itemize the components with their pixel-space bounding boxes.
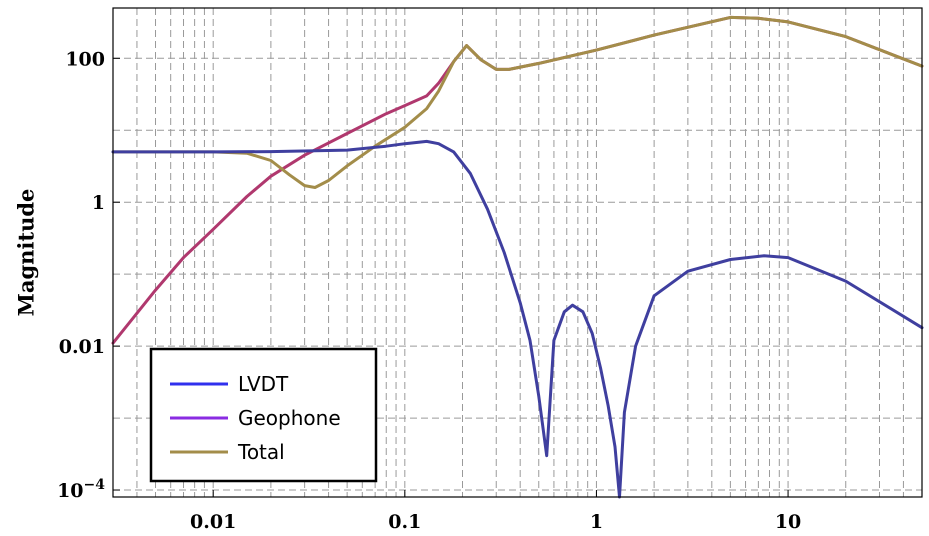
- y-tick-label: 1: [92, 192, 105, 214]
- x-tick-label: 10: [775, 511, 801, 533]
- y-tick-label: 10−4: [57, 477, 105, 502]
- y-tick-label: 100: [65, 48, 105, 70]
- plot-frame: [112, 7, 923, 498]
- legend-box: [149, 347, 378, 483]
- legend: LVDT Geophone Total: [149, 347, 378, 483]
- y-axis-label: Magnitude: [14, 189, 39, 317]
- x-tick-label: 0.1: [388, 511, 421, 533]
- legend-label-lvdt: LVDT: [238, 372, 289, 396]
- x-tick-label: 1: [590, 511, 603, 533]
- series-line-lvdt: [111, 139, 924, 499]
- x-tick-label: 0.01: [190, 511, 236, 533]
- series-line-total: [111, 15, 924, 189]
- axis-ticks: 0.01 0.1 1 10 10−4 0.01 1 100: [57, 48, 801, 533]
- legend-label-total: Total: [237, 440, 285, 464]
- series-lines: [111, 15, 924, 499]
- y-tick-label: 0.01: [59, 336, 105, 358]
- legend-label-geophone: Geophone: [238, 406, 341, 430]
